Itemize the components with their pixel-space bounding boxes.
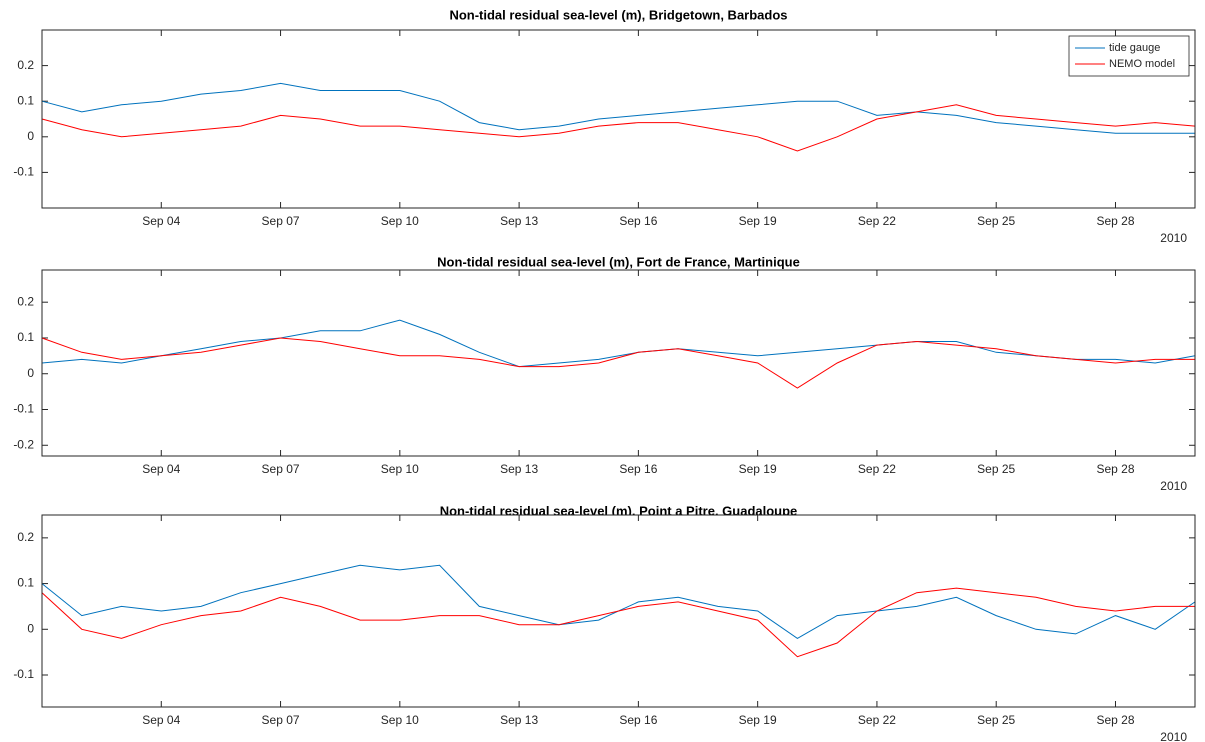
- chart-title: Non-tidal residual sea-level (m), Fort d…: [437, 254, 800, 269]
- y-tick-label: 0: [27, 621, 34, 635]
- legend-label: NEMO model: [1109, 58, 1175, 70]
- y-tick-label: 0.1: [17, 93, 34, 107]
- y-tick-label: 0.1: [17, 576, 34, 590]
- x-tick-label: Sep 04: [142, 713, 180, 727]
- y-tick-label: 0.2: [17, 58, 34, 72]
- x-tick-label: Sep 13: [500, 462, 538, 476]
- series-line: [41, 104, 1196, 152]
- x-tick-label: Sep 22: [858, 214, 896, 228]
- x-tick-label: Sep 19: [739, 462, 777, 476]
- x-tick-label: Sep 07: [262, 713, 300, 727]
- x-year-label: 2010: [1160, 479, 1187, 493]
- series-line: [41, 587, 1195, 658]
- x-tick-label: Sep 28: [1096, 214, 1134, 228]
- y-tick-label: -0.2: [13, 437, 34, 451]
- series-line: [41, 337, 1195, 389]
- x-tick-label: Sep 16: [619, 462, 657, 476]
- y-tick-label: -0.1: [13, 402, 34, 416]
- x-tick-label: Sep 16: [619, 713, 657, 727]
- x-tick-label: Sep 22: [858, 462, 896, 476]
- legend-label: tide gauge: [1109, 42, 1160, 54]
- chart-title: Non-tidal residual sea-level (m), Bridge…: [449, 7, 787, 22]
- x-tick-label: Sep 28: [1096, 462, 1134, 476]
- x-tick-label: Sep 22: [858, 713, 896, 727]
- x-tick-label: Sep 10: [381, 214, 419, 228]
- legend: tide gauge NEMO model: [1068, 35, 1190, 77]
- axes-box: [41, 514, 1196, 708]
- x-tick-label: Sep 19: [739, 214, 777, 228]
- x-tick-label: Sep 25: [977, 214, 1015, 228]
- x-tick-label: Sep 19: [739, 713, 777, 727]
- x-tick-label: Sep 25: [977, 713, 1015, 727]
- axes-box: [41, 29, 1196, 209]
- x-tick-label: Sep 16: [619, 214, 657, 228]
- y-tick-label: 0.2: [17, 530, 34, 544]
- x-tick-label: Sep 13: [500, 214, 538, 228]
- x-tick-label: Sep 10: [381, 713, 419, 727]
- x-tick-label: Sep 25: [977, 462, 1015, 476]
- x-tick-label: Sep 07: [262, 214, 300, 228]
- axes-box: [41, 269, 1196, 457]
- series-line: [41, 319, 1196, 368]
- x-tick-label: Sep 07: [262, 462, 300, 476]
- y-tick-label: 0.1: [17, 330, 34, 344]
- x-tick-label: Sep 04: [142, 462, 180, 476]
- x-tick-label: Sep 28: [1096, 713, 1134, 727]
- x-year-label: 2010: [1160, 730, 1187, 742]
- x-tick-label: Sep 10: [381, 462, 419, 476]
- y-tick-label: 0: [27, 129, 34, 143]
- x-tick-label: Sep 13: [500, 713, 538, 727]
- y-tick-label: 0: [27, 366, 34, 380]
- plot-area: [42, 270, 1195, 456]
- y-tick-label: -0.1: [13, 667, 34, 681]
- y-tick-label: -0.1: [13, 165, 34, 179]
- x-tick-label: Sep 04: [142, 214, 180, 228]
- plot-area: [42, 30, 1195, 208]
- x-year-label: 2010: [1160, 231, 1187, 245]
- y-tick-label: 0.2: [17, 294, 34, 308]
- series-line: [41, 82, 1195, 134]
- legend-box: [1068, 35, 1190, 77]
